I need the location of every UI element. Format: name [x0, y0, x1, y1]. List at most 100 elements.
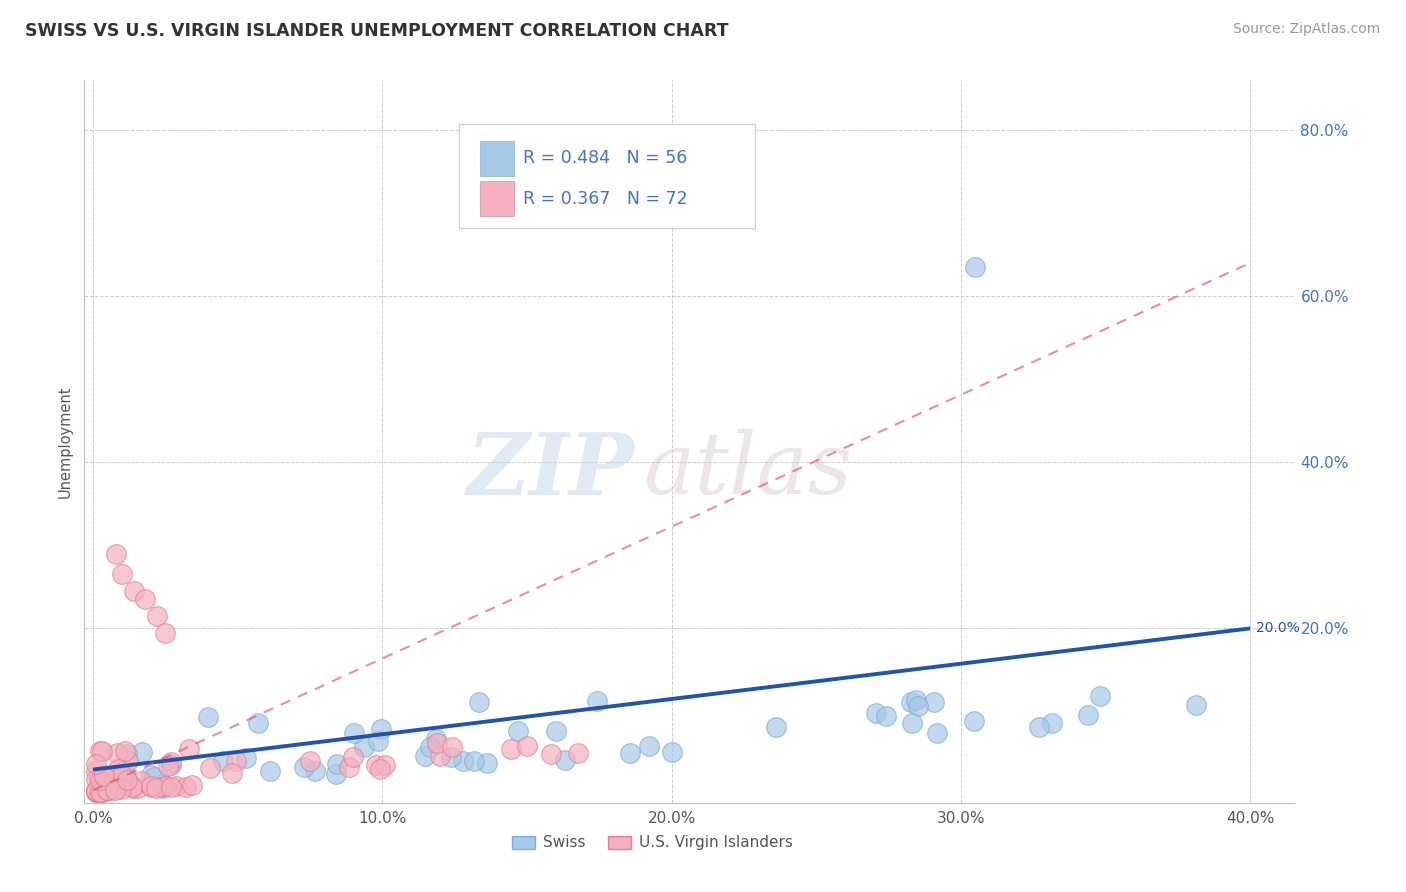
Point [298, 754, 321, 768]
Text: Source: ZipAtlas.com: Source: ZipAtlas.com [1233, 22, 1381, 37]
Point [139, 780, 162, 794]
Point [160, 756, 183, 770]
Point [904, 693, 927, 707]
Legend: Swiss, U.S. Virgin Islanders: Swiss, U.S. Virgin Islanders [506, 830, 799, 856]
Point [585, 693, 607, 707]
Point [160, 780, 183, 795]
Point [108, 780, 131, 794]
Point [343, 725, 366, 739]
Point [370, 722, 392, 736]
Point [426, 736, 449, 750]
Point [105, 547, 128, 561]
Point [637, 739, 659, 754]
Point [259, 764, 281, 778]
Point [143, 770, 166, 784]
Point [150, 780, 173, 795]
Point [367, 733, 389, 747]
Point [156, 759, 179, 773]
Point [165, 779, 187, 793]
Point [440, 749, 463, 764]
Point [963, 714, 986, 728]
Point [84, 764, 107, 778]
Point [89, 785, 111, 799]
Point [1028, 720, 1050, 734]
Point [429, 748, 451, 763]
Point [235, 751, 257, 765]
Text: R = 0.484   N = 56: R = 0.484 N = 56 [523, 149, 688, 168]
Point [104, 774, 127, 789]
Point [91, 772, 114, 787]
Point [875, 709, 897, 723]
Point [475, 756, 498, 771]
Point [89, 744, 111, 758]
Point [927, 726, 949, 740]
Point [440, 739, 463, 754]
Point [1185, 698, 1208, 712]
Point [900, 695, 922, 709]
Point [117, 747, 139, 761]
Point [325, 767, 347, 781]
Point [499, 742, 522, 756]
Point [567, 746, 589, 760]
Point [153, 780, 176, 794]
Point [107, 762, 129, 776]
Point [111, 768, 134, 782]
Point [413, 748, 436, 763]
Point [91, 744, 114, 758]
Point [463, 754, 485, 768]
Point [90, 785, 112, 799]
Point [508, 724, 530, 739]
Point [129, 773, 152, 788]
Point [516, 739, 538, 753]
Point [114, 766, 136, 780]
Point [1077, 707, 1099, 722]
Text: SWISS VS U.S. VIRGIN ISLANDER UNEMPLOYMENT CORRELATION CHART: SWISS VS U.S. VIRGIN ISLANDER UNEMPLOYME… [25, 22, 728, 40]
Point [544, 723, 567, 738]
Point [111, 567, 134, 582]
Point [91, 784, 114, 798]
Point [145, 609, 167, 624]
Point [96, 783, 118, 797]
Text: R = 0.367   N = 72: R = 0.367 N = 72 [523, 190, 688, 208]
Point [89, 773, 111, 788]
Point [152, 777, 174, 791]
Point [553, 753, 575, 767]
Point [922, 695, 945, 709]
Point [122, 780, 145, 795]
Point [105, 778, 128, 792]
Point [540, 747, 562, 761]
Point [84, 785, 107, 799]
Bar [479, 181, 513, 216]
Point [103, 782, 125, 797]
Point [225, 755, 247, 769]
Point [84, 784, 107, 798]
FancyBboxPatch shape [460, 124, 755, 228]
Point [141, 768, 163, 782]
Point [364, 758, 387, 772]
Y-axis label: Unemployment: Unemployment [58, 385, 73, 498]
Point [114, 744, 136, 758]
Point [97, 772, 120, 786]
Point [212, 754, 235, 768]
Point [131, 745, 153, 759]
Point [93, 780, 115, 794]
Point [368, 762, 391, 776]
Point [84, 783, 107, 797]
Point [468, 695, 491, 709]
Point [337, 760, 360, 774]
Point [90, 779, 112, 793]
Point [246, 715, 269, 730]
Point [907, 699, 929, 714]
Point [90, 769, 112, 783]
Point [765, 720, 787, 734]
Point [127, 781, 149, 796]
Point [221, 765, 243, 780]
Point [139, 779, 162, 793]
Point [117, 772, 139, 787]
Point [900, 716, 922, 731]
Point [304, 764, 326, 778]
Point [1040, 716, 1063, 731]
Point [111, 777, 134, 791]
Point [105, 746, 128, 760]
Point [110, 782, 132, 797]
